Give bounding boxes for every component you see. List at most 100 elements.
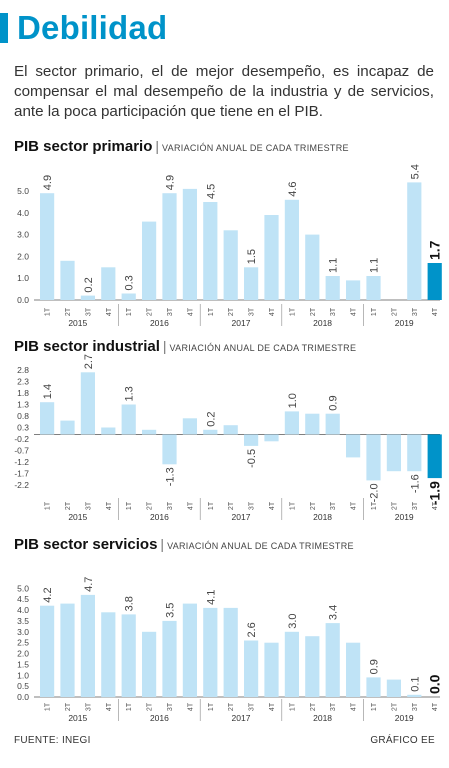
bar [427, 434, 442, 479]
year-label: 2017 [232, 512, 251, 522]
bar [142, 429, 157, 435]
quarter-tick-label: 3T [412, 501, 419, 510]
y-tick-label: 4.0 [17, 605, 29, 615]
year-label: 2018 [313, 713, 332, 723]
bar [121, 614, 136, 697]
y-tick-label: 1.8 [17, 388, 29, 398]
bar [346, 434, 361, 458]
value-label: 1.7 [427, 240, 443, 260]
quarter-tick-label: 3T [167, 501, 174, 510]
quarter-tick-label: 3T [85, 702, 92, 711]
year-label: 2017 [232, 713, 251, 723]
y-tick-label: 0.8 [17, 411, 29, 421]
chart-servicios-title: PIB sector servicios [14, 536, 158, 553]
value-label: 1.1 [328, 258, 340, 273]
quarter-tick-label: 3T [85, 501, 92, 510]
quarter-tick-label: 4T [432, 702, 439, 711]
bar [264, 434, 279, 442]
bar [346, 642, 361, 697]
bar [223, 607, 238, 697]
bar [325, 413, 340, 435]
year-label: 2015 [68, 713, 87, 723]
quarter-tick-label: 2T [228, 501, 235, 510]
quarter-tick-label: 4T [106, 501, 113, 510]
quarter-tick-label: 1T [45, 307, 52, 316]
chart-primario-subtitle: VARIACIÓN ANUAL DE CADA TRIMESTRE [162, 143, 349, 153]
bar [407, 434, 422, 472]
quarter-tick-label: 3T [249, 307, 256, 316]
quarter-tick-label: 4T [269, 501, 276, 510]
bar [40, 193, 55, 300]
year-label: 2018 [313, 318, 332, 328]
quarter-tick-label: 1T [371, 307, 378, 316]
quarter-tick-label: 2T [65, 501, 72, 510]
bar [386, 679, 401, 697]
y-tick-label: 1.0 [17, 670, 29, 680]
bar [366, 276, 381, 300]
bar [366, 677, 381, 697]
chart-primario-title: PIB sector primario [14, 138, 153, 155]
y-tick-label: 1.0 [17, 273, 29, 283]
y-tick-label: 1.5 [17, 659, 29, 669]
quarter-tick-label: 4T [269, 307, 276, 316]
quarter-tick-label: 2T [228, 702, 235, 711]
quarter-tick-label: 4T [432, 501, 439, 510]
value-label: 0.9 [369, 659, 381, 674]
bar [407, 182, 422, 300]
quarter-tick-label: 2T [310, 307, 317, 316]
bar [325, 276, 340, 300]
header: Debilidad [0, 8, 449, 48]
title-separator: | [155, 138, 160, 154]
bar [101, 427, 116, 435]
chart-servicios-subtitle: VARIACIÓN ANUAL DE CADA TRIMESTRE [167, 541, 354, 551]
quarter-tick-label: 1T [45, 702, 52, 711]
quarter-tick-label: 1T [126, 702, 133, 711]
quarter-tick-label: 2T [147, 702, 154, 711]
value-label: 2.6 [246, 622, 258, 637]
y-tick-label: -1.2 [14, 457, 29, 467]
bar [427, 263, 442, 300]
bar [80, 295, 95, 300]
chart-primario-header: PIB sector primario | VARIACIÓN ANUAL DE C… [14, 138, 349, 156]
bar [203, 202, 218, 300]
value-label: 1.1 [369, 258, 381, 273]
y-tick-label: -2.2 [14, 480, 29, 490]
bar [101, 612, 116, 698]
quarter-tick-label: 2T [310, 702, 317, 711]
quarter-tick-label: 4T [187, 307, 194, 316]
quarter-tick-label: 4T [106, 702, 113, 711]
credit-note: GRÁFICO EE [370, 735, 435, 746]
y-tick-label: -1.7 [14, 469, 29, 479]
bar [244, 640, 259, 697]
value-label: 4.6 [287, 182, 299, 197]
chart-industrial-title: PIB sector industrial [14, 338, 160, 355]
chart-industrial: 2.82.31.81.30.80.3-0.2-0.7-1.2-1.7-2.21.… [14, 354, 442, 522]
bar [244, 434, 259, 446]
value-label: 4.5 [205, 184, 217, 199]
year-label: 2015 [68, 512, 87, 522]
quarter-tick-label: 3T [412, 702, 419, 711]
quarter-tick-label: 3T [412, 307, 419, 316]
intro-text: El sector primario, el de mejor desempeñ… [14, 63, 434, 120]
quarter-tick-label: 1T [126, 501, 133, 510]
year-label: 2019 [395, 512, 414, 522]
chart-servicios: 5.04.54.03.53.02.52.01.51.00.50.04.21T 2T… [17, 577, 443, 723]
bar [305, 636, 320, 697]
quarter-tick-label: 2T [147, 307, 154, 316]
quarter-tick-label: 4T [187, 702, 194, 711]
quarter-tick-label: 1T [289, 307, 296, 316]
source-note: FUENTE: INEGI [14, 735, 91, 746]
year-label: 2019 [395, 318, 414, 328]
quarter-tick-label: 3T [167, 307, 174, 316]
quarter-tick-label: 2T [65, 307, 72, 316]
quarter-tick-label: 2T [391, 702, 398, 711]
accent-bar [0, 13, 8, 43]
y-tick-label: 1.3 [17, 400, 29, 410]
value-label: -1.3 [165, 467, 177, 486]
year-label: 2018 [313, 512, 332, 522]
chart-industrial-header: PIB sector industrial | VARIACIÓN ANUAL DE… [14, 338, 356, 356]
y-tick-label: 0.5 [17, 681, 29, 691]
value-label: 0.3 [124, 275, 136, 290]
chart-industrial-subtitle: VARIACIÓN ANUAL DE CADA TRIMESTRE [169, 343, 357, 353]
title-separator: | [160, 536, 165, 552]
